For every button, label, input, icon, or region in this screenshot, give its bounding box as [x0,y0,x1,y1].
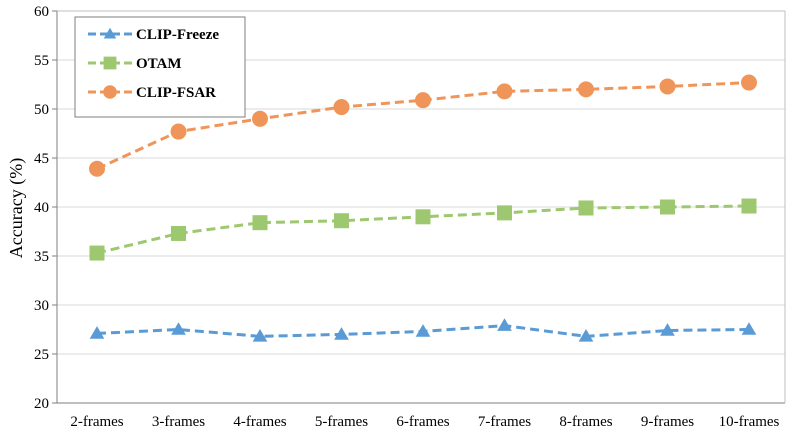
series-otam [89,198,757,261]
y-tick-label: 25 [34,347,49,363]
data-point [660,323,675,336]
data-point [741,198,757,214]
y-axis-title: Accuracy (%) [6,158,27,258]
legend-marker [103,85,117,99]
y-tick-label: 45 [34,151,49,167]
data-point [415,209,431,225]
data-point [89,245,105,261]
legend-label: OTAM [136,56,182,72]
x-tick-label: 3-frames [152,414,205,430]
data-point [659,78,676,95]
series [89,74,757,342]
data-point [333,99,350,116]
x-tick-label: 5-frames [315,414,368,430]
x-tick-label: 10-frames [719,414,780,430]
data-point [252,329,268,342]
y-tick-labels: 20 25 30 35 40 45 50 55 60 [34,4,57,412]
data-point [496,83,513,100]
data-point [171,225,186,241]
y-tick-label: 20 [34,396,49,412]
y-tick-label: 50 [34,102,49,118]
data-point [578,329,594,342]
x-tick-label: 9-frames [641,414,694,430]
data-point [415,92,431,109]
series-clip-fsar [89,74,757,177]
data-point [170,123,187,140]
series-clip-freeze [89,318,757,342]
x-tick-label: 4-frames [233,414,286,430]
data-point [415,324,431,337]
data-point [497,318,512,331]
legend-marker [103,27,117,39]
data-point [334,213,349,229]
y-tick-label: 60 [34,4,49,20]
data-point [741,322,757,335]
data-point [171,322,186,335]
x-tick-label: 7-frames [478,414,531,430]
x-tick-label: 2-frames [70,414,123,430]
y-tick-label: 40 [34,200,49,216]
x-tick-label: 8-frames [559,414,612,430]
y-tick-label: 30 [34,298,49,314]
data-point [89,326,105,339]
legend-label: CLIP-FSAR [136,85,216,101]
y-tick-label: 55 [34,53,49,69]
legend: CLIP-Freeze OTAM CLIP-FSAR [74,16,246,118]
legend-label: CLIP-Freeze [136,27,219,43]
data-point [334,327,349,340]
legend-entry: CLIP-Freeze [88,27,219,43]
y-tick-label: 35 [34,249,49,265]
data-point [741,74,757,91]
data-point [89,160,105,177]
legend-marker [103,56,117,70]
data-point [578,200,594,216]
data-point [660,199,675,215]
legend-entry: OTAM [88,56,182,72]
data-point [497,205,512,221]
x-tick-labels: 2-frames 3-frames 4-frames 5-frames 6-frames… [70,414,779,430]
data-point [252,215,268,231]
legend-entry: CLIP-FSAR [88,85,216,101]
x-tick-label: 6-frames [396,414,449,430]
data-point [252,110,268,127]
data-point [578,81,594,98]
